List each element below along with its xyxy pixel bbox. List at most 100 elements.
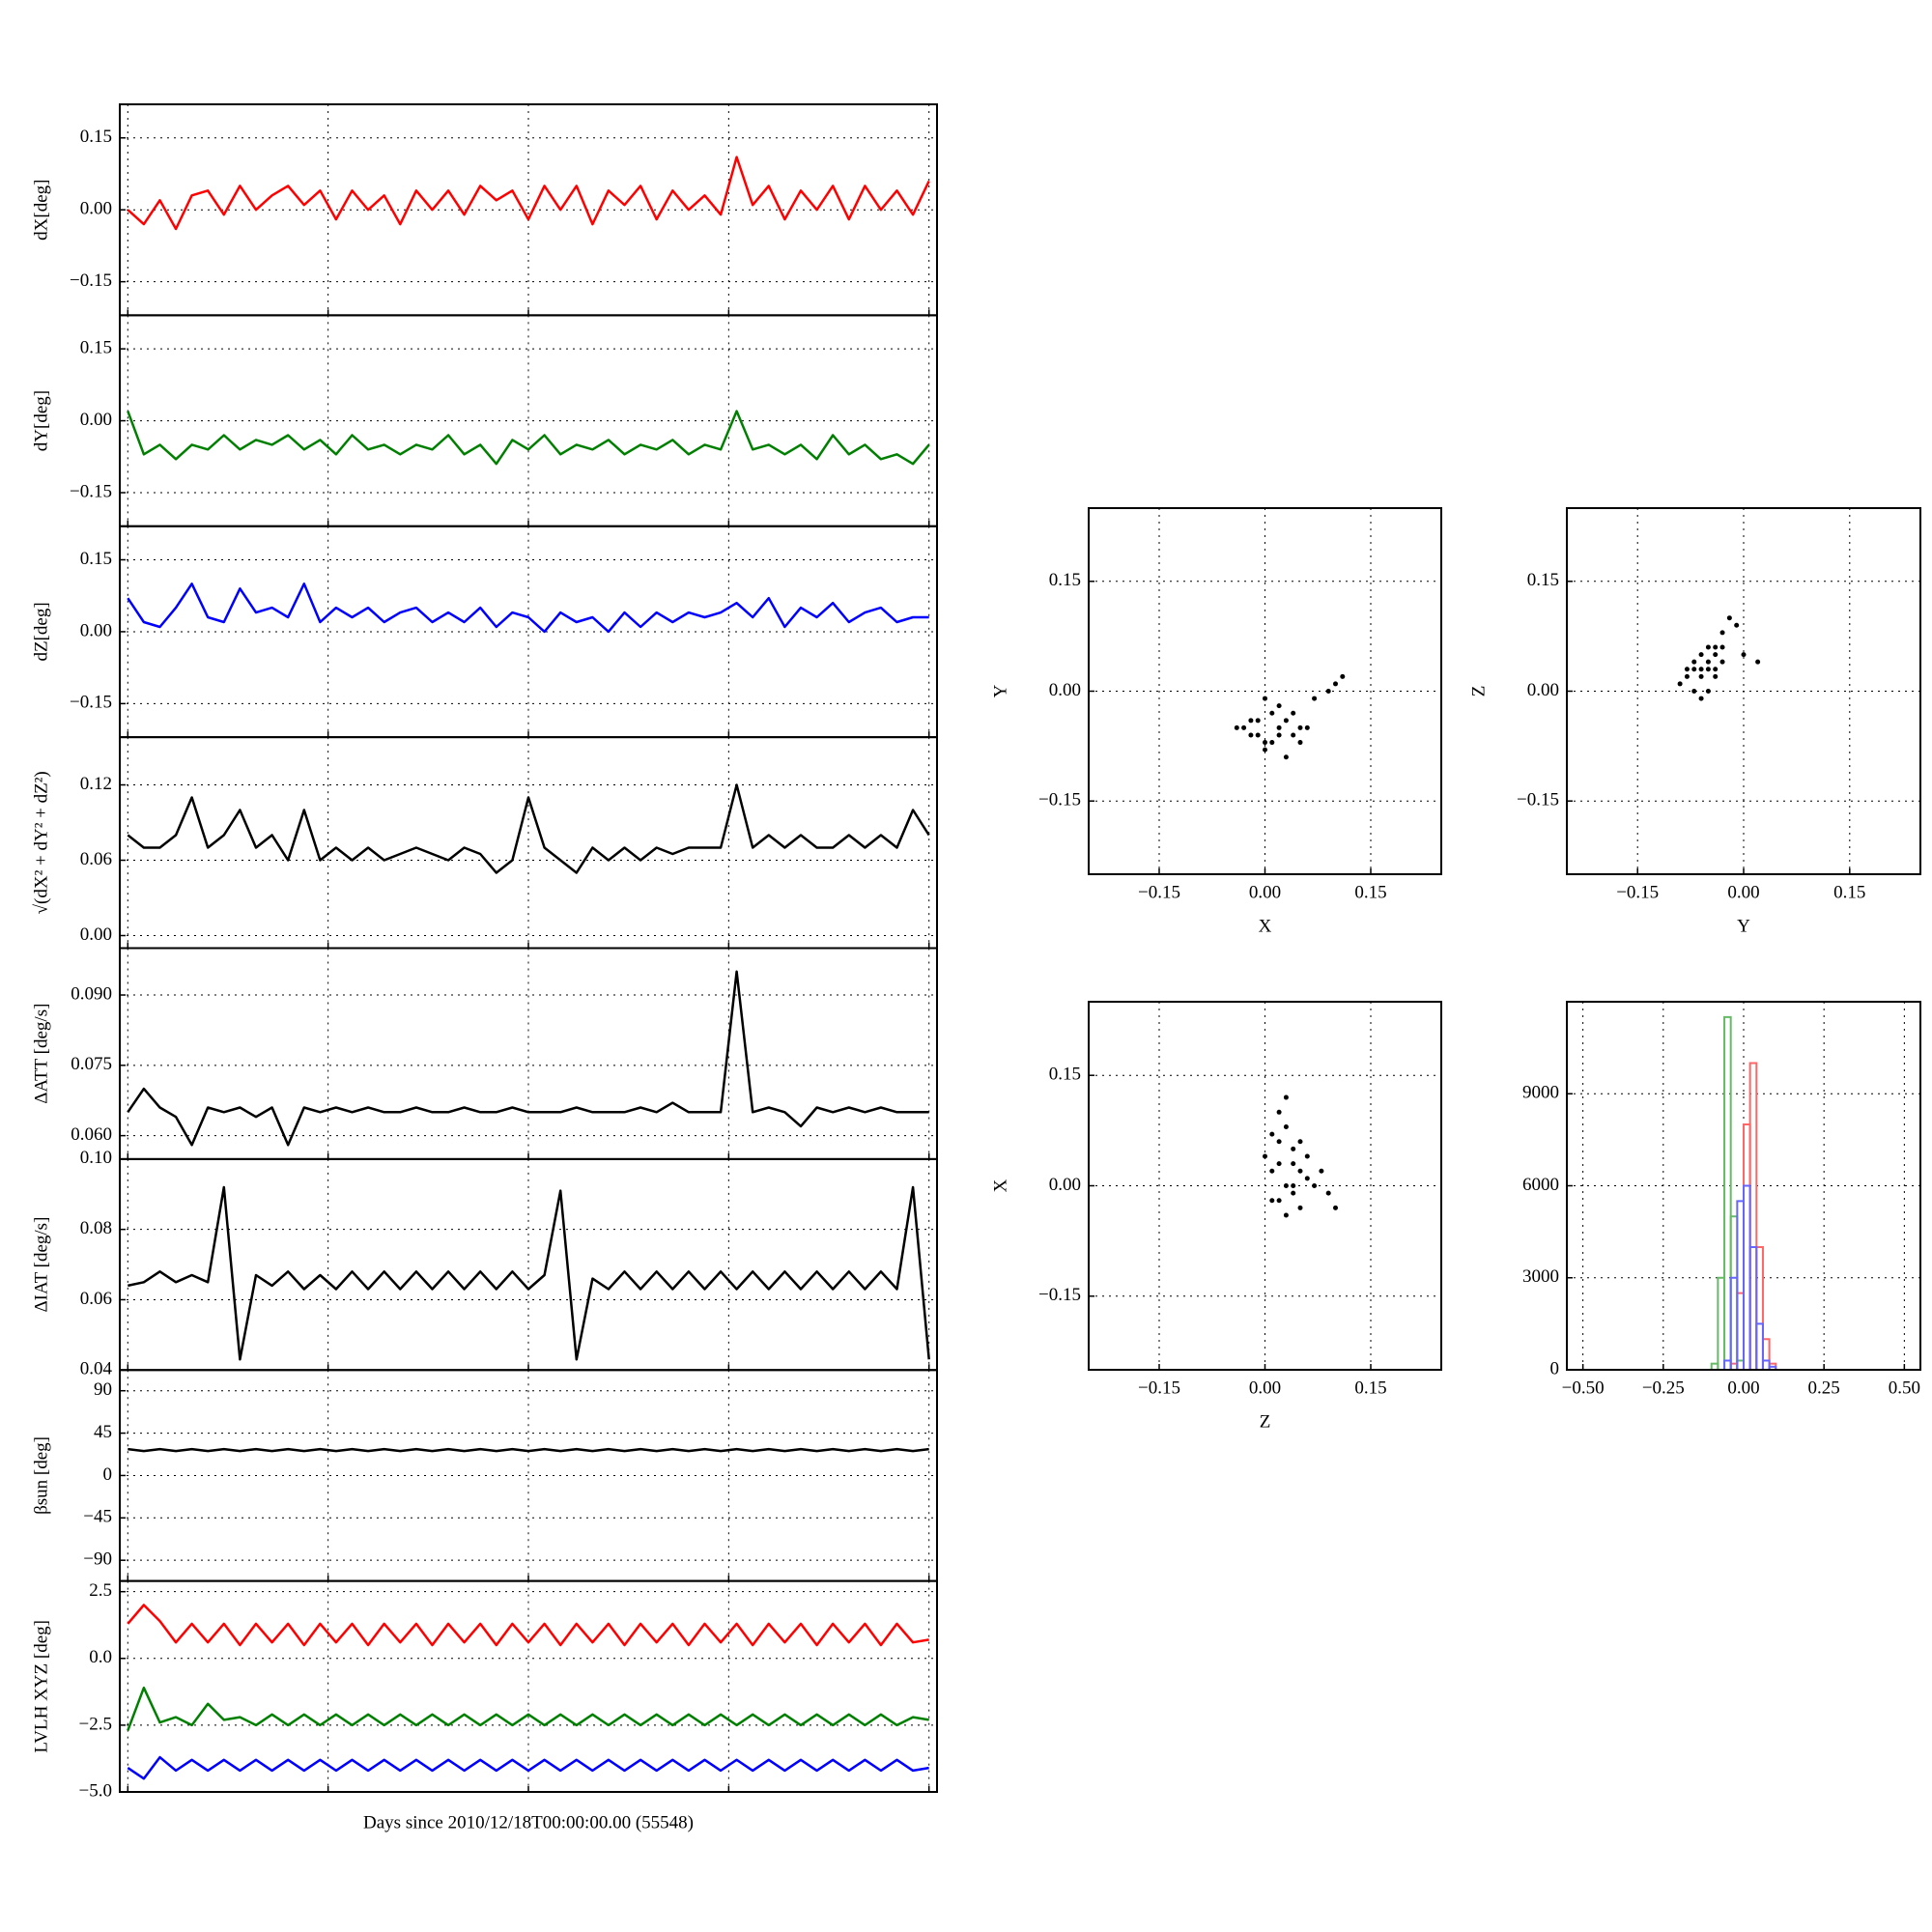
y-tick-label: 0.0 xyxy=(89,1647,112,1667)
x-tick-label: 0.00 xyxy=(1727,1378,1759,1398)
scatter-point xyxy=(1691,659,1697,665)
scatter-point xyxy=(1741,652,1747,658)
y-tick-label: 0.00 xyxy=(80,199,112,219)
scatter-point xyxy=(1691,667,1697,672)
x-tick-label: 0.00 xyxy=(1249,1378,1281,1398)
scatter-point xyxy=(1255,732,1261,738)
x-tick-label: 0.00 xyxy=(1727,882,1759,902)
scatter-point xyxy=(1269,710,1275,716)
scatter-point xyxy=(1319,1168,1324,1174)
scatter-point xyxy=(1734,622,1740,628)
scatter-point xyxy=(1241,724,1247,730)
scatter-point xyxy=(1719,644,1725,650)
scatter-point xyxy=(1325,1190,1331,1196)
scatter-point xyxy=(1297,1205,1303,1210)
scatter-point xyxy=(1297,1168,1303,1174)
x-tick-label: −0.25 xyxy=(1642,1378,1685,1398)
x-axis-label: Y xyxy=(1737,916,1750,936)
y-tick-label: −5.0 xyxy=(79,1780,112,1801)
scatter-point xyxy=(1312,696,1318,701)
y-tick-label: 0.00 xyxy=(80,620,112,640)
scatter-point xyxy=(1269,1198,1275,1204)
y-tick-label: 0.06 xyxy=(80,849,112,869)
scatter-point xyxy=(1698,667,1704,672)
scatter-point xyxy=(1340,673,1346,679)
scatter-point xyxy=(1283,1094,1289,1100)
scatter-point xyxy=(1297,724,1303,730)
scatter-point xyxy=(1325,689,1331,694)
x-tick-label: −0.15 xyxy=(1616,882,1659,902)
axes-frame xyxy=(119,947,938,1160)
scatter-point xyxy=(1677,681,1683,687)
y-tick-label: 0.15 xyxy=(1049,570,1081,590)
y-tick-label: 0.075 xyxy=(71,1054,112,1074)
data-line xyxy=(128,1447,929,1453)
y-axis-label: Z xyxy=(1468,686,1489,697)
y-tick-label: 0.00 xyxy=(1049,680,1081,700)
x-axis-label: Days since 2010/12/18T00:00:00.00 (55548… xyxy=(363,1812,694,1833)
scatter-point xyxy=(1276,732,1282,738)
scatter-point xyxy=(1276,724,1282,730)
x-tick-label: 0.00 xyxy=(1249,882,1281,902)
scatter-point xyxy=(1312,1183,1318,1188)
scatter-point xyxy=(1713,667,1719,672)
scatter-point xyxy=(1263,740,1267,746)
y-tick-label: 0.00 xyxy=(1527,680,1559,700)
y-tick-label: 0.00 xyxy=(80,410,112,430)
data-line xyxy=(128,1185,930,1361)
x-tick-label: −0.15 xyxy=(1138,882,1180,902)
y-tick-label: 0.12 xyxy=(80,774,112,794)
y-tick-label: 0.090 xyxy=(71,983,112,1004)
axes-frame xyxy=(1566,507,1921,875)
scatter-point xyxy=(1291,710,1296,716)
y-axis-label: Y xyxy=(990,684,1010,697)
scatter-point xyxy=(1684,673,1690,679)
scatter-point xyxy=(1698,696,1704,701)
y-tick-label: −45 xyxy=(83,1507,112,1527)
y-tick-label: 9000 xyxy=(1522,1083,1559,1103)
scatter-point xyxy=(1705,689,1711,694)
y-axis-label: X xyxy=(990,1179,1010,1192)
scatter-point xyxy=(1248,718,1254,724)
axes-frame xyxy=(1088,507,1442,875)
scatter-point xyxy=(1726,615,1732,621)
y-tick-label: 0.15 xyxy=(80,127,112,147)
scatter-point xyxy=(1713,673,1719,679)
y-tick-label: −0.15 xyxy=(70,693,112,713)
y-tick-label: 0 xyxy=(103,1464,113,1485)
scatter-point xyxy=(1333,681,1338,687)
y-tick-label: 0.15 xyxy=(80,549,112,569)
scatter-point xyxy=(1276,1198,1282,1204)
y-axis-label: LVLH XYZ [deg] xyxy=(31,1620,51,1753)
scatter-point xyxy=(1333,1205,1338,1210)
scatter-point xyxy=(1248,732,1254,738)
data-line xyxy=(127,410,930,466)
scatter-point xyxy=(1304,724,1310,730)
scatter-point xyxy=(1291,1183,1296,1188)
scatter-point xyxy=(1269,1168,1275,1174)
scatter-point xyxy=(1263,747,1267,753)
scatter-point xyxy=(1291,1146,1296,1151)
data-line xyxy=(127,1686,929,1731)
data-line xyxy=(127,582,929,634)
scatter-point xyxy=(1283,1124,1289,1130)
scatter-point xyxy=(1304,1153,1310,1159)
y-tick-label: −2.5 xyxy=(79,1714,112,1734)
data-line xyxy=(127,1755,929,1780)
scatter-point xyxy=(1698,652,1704,658)
axes-frame xyxy=(1088,1001,1442,1371)
y-tick-label: −90 xyxy=(83,1549,112,1570)
scatter-point xyxy=(1291,1161,1296,1167)
scatter-point xyxy=(1713,644,1719,650)
y-axis-label: βsun [deg] xyxy=(31,1436,51,1515)
scatter-point xyxy=(1705,659,1711,665)
scatter-point xyxy=(1283,718,1289,724)
y-tick-label: 0.04 xyxy=(80,1359,113,1379)
y-axis-label: dZ[deg] xyxy=(31,602,51,661)
scatter-point xyxy=(1276,1109,1282,1115)
scatter-point xyxy=(1283,1212,1289,1218)
data-line xyxy=(127,1604,929,1647)
axes-frame xyxy=(119,1157,938,1372)
